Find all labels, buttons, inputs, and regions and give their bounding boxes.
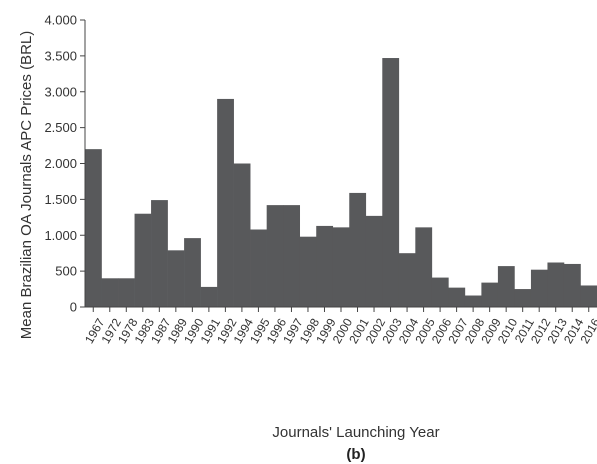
y-tick-label: 3.500 xyxy=(44,48,77,63)
bar-2012 xyxy=(530,269,548,307)
y-tick-label: 2.500 xyxy=(44,120,77,135)
bar-1999 xyxy=(316,225,334,307)
y-tick-label: 2.000 xyxy=(44,156,77,171)
bar-2009 xyxy=(481,282,499,307)
bar-1983 xyxy=(134,213,152,307)
bar-1997 xyxy=(283,205,301,307)
y-tick-label: 1.500 xyxy=(44,192,77,207)
bar-2014 xyxy=(563,263,581,307)
bar-2005 xyxy=(415,227,433,307)
bar-2004 xyxy=(398,253,416,307)
bar-2011 xyxy=(514,289,532,307)
y-axis-ticks: 0 500 1.000 1.500 2.000 2.500 3.000 3.500 4.000 xyxy=(44,13,85,315)
bar-2000 xyxy=(332,227,350,307)
y-axis-title: Mean Brazilian OA Journals APC Prices (B… xyxy=(18,31,35,339)
y-tick-label: 500 xyxy=(55,264,77,279)
bar-2013 xyxy=(547,262,565,307)
panel-label: (b) xyxy=(346,446,365,463)
y-tick-label: 4.000 xyxy=(44,13,77,28)
bar-2001 xyxy=(349,192,367,307)
bar-1994 xyxy=(233,163,251,307)
y-tick-label: 0 xyxy=(70,300,77,315)
bar-2006 xyxy=(431,277,449,307)
bar-1978 xyxy=(118,278,135,307)
y-tick-label: 1.000 xyxy=(44,228,77,243)
bar-1998 xyxy=(299,236,317,307)
bar-2008 xyxy=(464,295,482,307)
bar-1990 xyxy=(184,238,201,307)
x-axis-ticks: 1967197219781983198719891990199119921994… xyxy=(82,307,597,346)
bar-1972 xyxy=(101,278,119,307)
bar-2002 xyxy=(365,215,383,307)
bar-2016 xyxy=(580,285,597,307)
bar-1987 xyxy=(151,200,168,307)
bar-2007 xyxy=(448,287,466,307)
x-axis-title: Journals' Launching Year xyxy=(272,424,439,441)
bar-2003 xyxy=(382,58,400,307)
y-tick-label: 3.000 xyxy=(44,84,77,99)
bar-1991 xyxy=(200,286,218,307)
bar-2010 xyxy=(497,266,515,307)
bar-1992 xyxy=(217,98,234,308)
bar-1995 xyxy=(250,229,267,307)
bars-group xyxy=(85,58,597,308)
bar-1989 xyxy=(167,250,185,307)
bar-1996 xyxy=(266,205,284,307)
bar-1967 xyxy=(85,149,102,307)
